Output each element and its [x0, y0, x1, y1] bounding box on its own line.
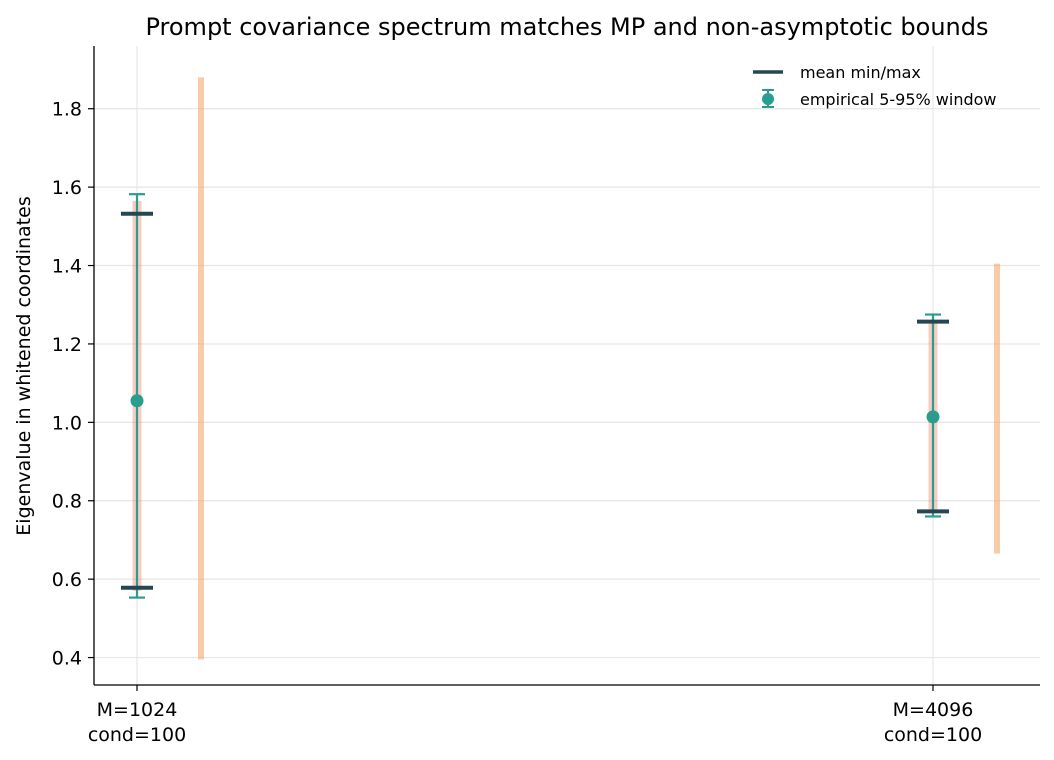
y-tick-label: 0.8: [52, 491, 82, 513]
y-axis-label: Eigenvalue in whitened coordinates: [13, 196, 35, 535]
window-center-point: [926, 410, 940, 424]
x-tick-label: M=1024: [97, 699, 178, 721]
y-tick-label: 1.2: [52, 334, 82, 356]
y-ticks: 0.4 0.6 0.8 1.0 1.2 1.4 1.6 1.8: [52, 99, 94, 670]
window-center-point: [130, 394, 144, 408]
legend-window-marker: [762, 89, 774, 108]
y-tick-label: 1.8: [52, 99, 82, 121]
y-tick-label: 1.4: [52, 256, 82, 278]
y-tick-label: 1.6: [52, 177, 82, 199]
legend-mean-label: mean min/max: [800, 63, 921, 82]
x-tick-label: M=4096: [893, 699, 974, 721]
x-tick-label: cond=100: [88, 724, 186, 746]
y-tick-label: 1.0: [52, 412, 82, 434]
y-tick-label: 0.6: [52, 569, 82, 591]
plot-marks: [121, 77, 1000, 660]
legend-window-label: empirical 5-95% window: [800, 90, 997, 109]
x-tick-label: cond=100: [884, 724, 982, 746]
legend: mean min/max empirical 5-95% window: [753, 63, 997, 109]
grid-lines: [94, 46, 1040, 685]
y-tick-label: 0.4: [52, 648, 82, 670]
chart-title: Prompt covariance spectrum matches MP an…: [145, 13, 988, 41]
axes: [93, 46, 1040, 686]
x-ticks: M=1024 cond=100 M=4096 cond=100: [88, 685, 982, 746]
